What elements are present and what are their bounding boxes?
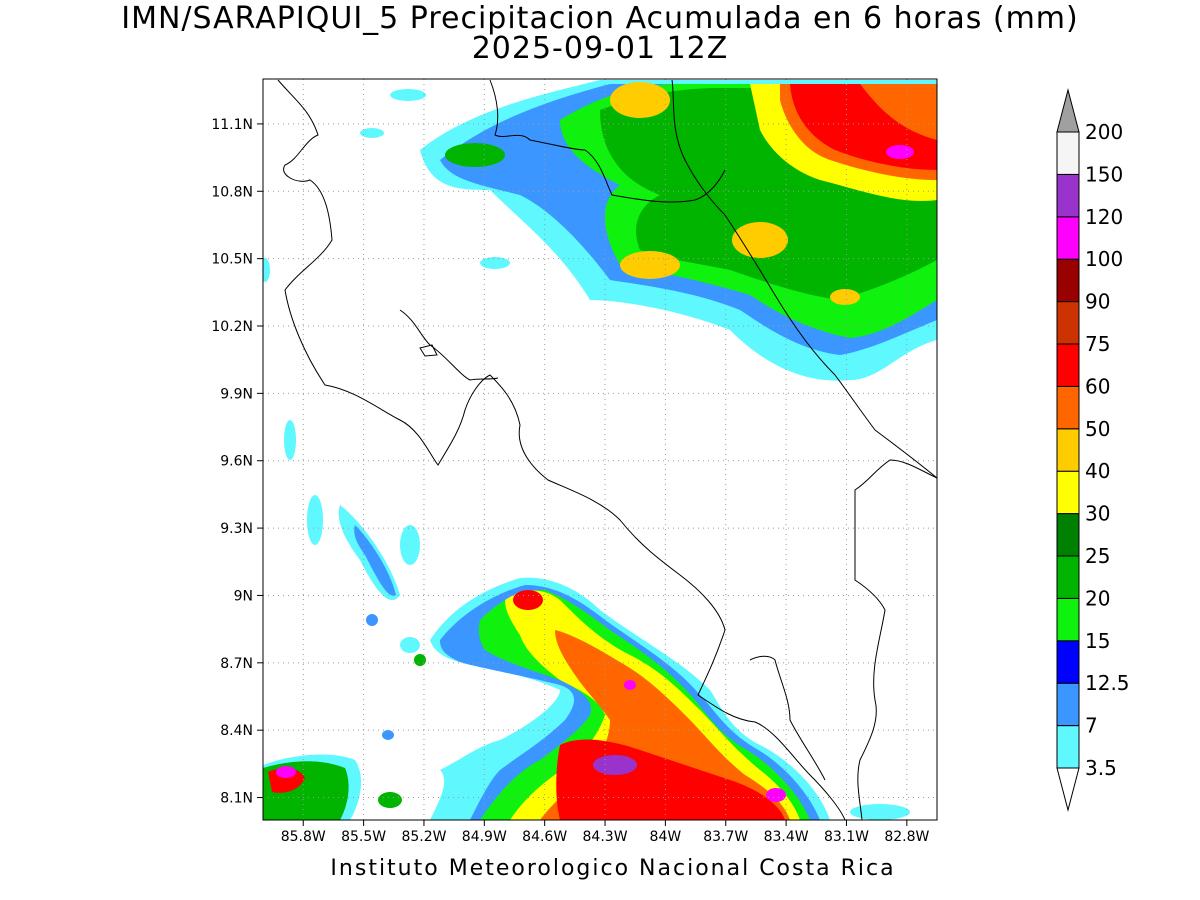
map-axes: 85.8W 85.5W 85.2W 84.9W 84.6W 84.3W 84W 83.7W 83… <box>211 117 929 845</box>
colorbar-swatch <box>1056 131 1080 175</box>
colorbar: 3.5 7 12.5 15 20 25 30 40 50 60 75 90 100 120 150 200 <box>1056 88 1130 812</box>
rain-speck-c <box>263 258 270 282</box>
colorbar-label: 75 <box>1085 332 1110 356</box>
x-tick-label: 84.6W <box>522 829 567 845</box>
rain-cell-south-b <box>766 788 786 802</box>
map-valid-time: 2025-09-01 12Z <box>471 31 729 66</box>
colorbar-label: 7 <box>1085 714 1098 738</box>
rain-streak-b-7 <box>354 525 396 596</box>
rain-speck-a <box>390 89 426 101</box>
colorbar-label: 12.5 <box>1085 671 1130 695</box>
rain-cell-west-a <box>445 143 505 167</box>
colorbar-swatch <box>1056 682 1080 727</box>
y-tick-label: 10.5N <box>211 252 253 268</box>
colorbar-label: 100 <box>1085 247 1123 271</box>
x-tick-label: 83.4W <box>764 829 809 845</box>
coastline-west <box>277 79 846 820</box>
rain-speck-d <box>480 257 510 269</box>
coastline-nicoya <box>399 309 499 381</box>
rain-cell-south-c <box>624 680 636 690</box>
colorbar-swatch <box>1056 513 1080 557</box>
y-tick-label: 9.3N <box>220 521 253 537</box>
x-tick-label: 85.2W <box>401 829 446 845</box>
colorbar-swatch <box>1056 385 1080 430</box>
colorbar-label: 200 <box>1085 120 1123 144</box>
colorbar-swatch <box>1056 725 1080 769</box>
precipitation-field <box>263 80 937 820</box>
colorbar-swatch <box>1056 555 1080 599</box>
rain-speck-j <box>850 804 910 820</box>
colorbar-label: 90 <box>1085 290 1110 314</box>
colorbar-over-arrow <box>1056 88 1080 133</box>
colorbar-label: 150 <box>1085 162 1123 186</box>
y-tick-label: 9.9N <box>220 386 253 402</box>
border-nicaragua <box>489 79 726 203</box>
colorbar-label: 120 <box>1085 205 1123 229</box>
rain-cell-south-d <box>513 590 543 610</box>
colorbar-swatch <box>1056 343 1080 387</box>
x-tick-label: 84.3W <box>583 829 628 845</box>
island-chira <box>419 344 438 357</box>
y-tick-label: 8.4N <box>220 723 253 739</box>
y-tick-label: 10.8N <box>211 184 253 200</box>
rain-cell-north-d <box>830 289 860 305</box>
map-grid <box>263 79 937 820</box>
colorbar-label: 15 <box>1085 629 1110 653</box>
colorbar-swatch <box>1056 597 1080 642</box>
x-tick-label: 84.9W <box>462 829 507 845</box>
colorbar-swatch <box>1056 258 1080 303</box>
x-tick-label: 84W <box>650 829 682 845</box>
colorbar-under-arrow <box>1056 767 1080 812</box>
colorbar-swatch <box>1056 301 1080 345</box>
y-tick-label: 10.2N <box>211 319 253 335</box>
colorbar-swatch <box>1056 470 1080 515</box>
coastlines-and-borders <box>277 79 937 820</box>
map-frame <box>262 78 938 821</box>
rain-cell-north-max <box>886 145 914 159</box>
colorbar-label: 40 <box>1085 459 1110 483</box>
rain-speck-h <box>382 730 394 740</box>
y-tick-label: 11.1N <box>211 117 253 133</box>
map-title: IMN/SARAPIQUI_5 Precipitacion Acumulada … <box>121 1 1079 36</box>
y-tick-label: 9.6N <box>220 454 253 470</box>
colorbar-swatch <box>1056 640 1080 684</box>
rain-cell-north-c <box>610 82 670 118</box>
rain-speck-f <box>400 637 420 653</box>
rain-streak-a <box>284 420 296 460</box>
coastline-burica <box>854 459 937 820</box>
rain-streak-c <box>307 495 323 545</box>
rain-cell-southwest-max <box>276 766 296 778</box>
rain-cell-south-max <box>593 755 637 775</box>
coastline-golfito <box>749 655 826 781</box>
colorbar-swatch <box>1056 216 1080 260</box>
colorbar-label: 3.5 <box>1085 756 1117 780</box>
colorbar-label: 50 <box>1085 417 1110 441</box>
rain-streak-d <box>400 525 420 565</box>
x-tick-label: 85.5W <box>341 829 386 845</box>
rain-cell-north-b <box>732 222 788 258</box>
rain-speck-i <box>378 792 402 808</box>
colorbar-swatch <box>1056 173 1080 218</box>
colorbar-label: 30 <box>1085 502 1110 526</box>
y-tick-label: 8.7N <box>220 656 253 672</box>
rain-speck-e <box>366 614 378 626</box>
rain-cell-north-a <box>620 251 680 279</box>
y-tick-label: 9N <box>234 588 253 604</box>
footer-credit: Instituto Meteorologico Nacional Costa R… <box>330 856 896 881</box>
y-tick-label: 8.1N <box>220 791 253 807</box>
colorbar-label: 60 <box>1085 374 1110 398</box>
x-tick-label: 83.7W <box>703 829 748 845</box>
colorbar-label: 25 <box>1085 544 1110 568</box>
colorbar-swatch <box>1056 428 1080 472</box>
x-tick-label: 82.8W <box>884 829 929 845</box>
rain-speck-b <box>360 128 384 138</box>
coastline-caribbean <box>671 79 937 479</box>
colorbar-label: 20 <box>1085 586 1110 610</box>
x-tick-label: 83.1W <box>824 829 869 845</box>
x-tick-label: 85.8W <box>281 829 326 845</box>
